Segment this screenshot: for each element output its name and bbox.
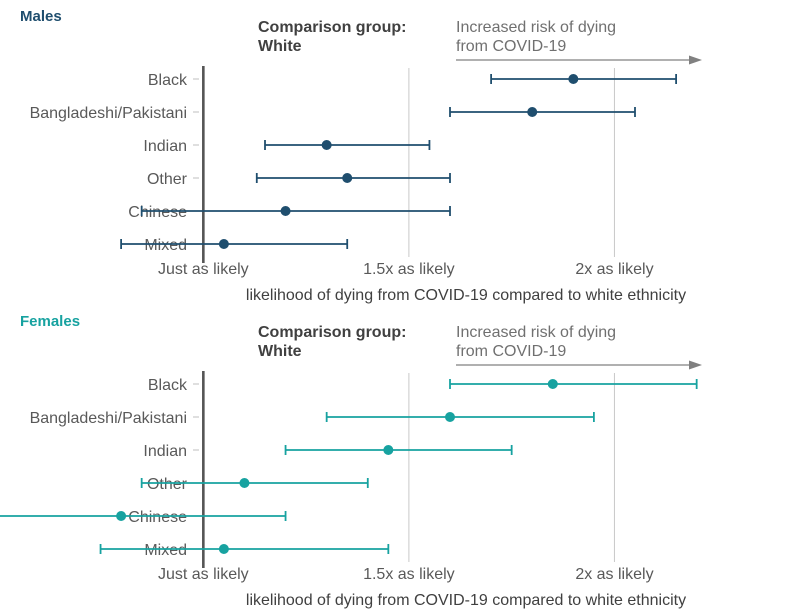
estimate-point — [547, 379, 558, 389]
panel-title: Males — [20, 8, 62, 25]
category-label: Black — [148, 72, 188, 89]
estimate-point — [445, 412, 455, 422]
x-tick-label: Just as likely — [158, 566, 249, 583]
category-label: Other — [147, 476, 188, 493]
panel-females: Females Comparison group: White Increased r… — [0, 313, 702, 609]
x-tick-label: 1.5x as likely — [363, 261, 455, 278]
estimate-point — [321, 140, 332, 150]
category-label: Other — [147, 171, 188, 188]
comparison-label-line: Comparison group: — [258, 19, 406, 36]
x-tick-label: 1.5x as likely — [363, 566, 455, 583]
estimate-point — [218, 544, 229, 554]
risk-annotation-line: from COVID-19 — [456, 38, 566, 55]
category-label: Mixed — [144, 237, 187, 254]
estimate-point — [383, 445, 394, 455]
comparison-label-line: White — [258, 343, 302, 360]
risk-annotation-line: Increased risk of dying — [456, 324, 616, 341]
estimate-point — [218, 239, 229, 249]
estimate-point — [239, 478, 250, 488]
estimate-point — [342, 173, 353, 183]
category-label: Mixed — [144, 542, 187, 559]
x-tick-label: 2x as likely — [575, 261, 653, 278]
category-label: Bangladeshi/Pakistani — [30, 410, 187, 427]
x-tick-label: Just as likely — [158, 261, 249, 278]
comparison-label-line: White — [258, 38, 302, 55]
category-label: Chinese — [128, 509, 187, 526]
panel-males: Males Comparison group: White Increased ris… — [20, 8, 702, 304]
risk-arrow-head — [689, 55, 702, 65]
category-label: Indian — [143, 443, 187, 460]
estimate-point — [568, 74, 579, 84]
risk-annotation-line: Increased risk of dying — [456, 19, 616, 36]
panel-title: Females — [20, 313, 80, 330]
x-tick-label: 2x as likely — [575, 566, 653, 583]
x-axis-label: likelihood of dying from COVID-19 compar… — [246, 287, 686, 304]
estimate-point — [527, 107, 538, 117]
category-label: Chinese — [128, 204, 187, 221]
category-label: Bangladeshi/Pakistani — [30, 105, 187, 122]
comparison-label-line: Comparison group: — [258, 324, 406, 341]
risk-annotation-line: from COVID-19 — [456, 343, 566, 360]
category-label: Indian — [143, 138, 187, 155]
x-axis-label: likelihood of dying from COVID-19 compar… — [246, 592, 686, 609]
category-label: Black — [148, 377, 188, 394]
estimate-point — [280, 206, 291, 216]
risk-arrow-head — [689, 360, 702, 370]
estimate-point — [116, 511, 127, 521]
